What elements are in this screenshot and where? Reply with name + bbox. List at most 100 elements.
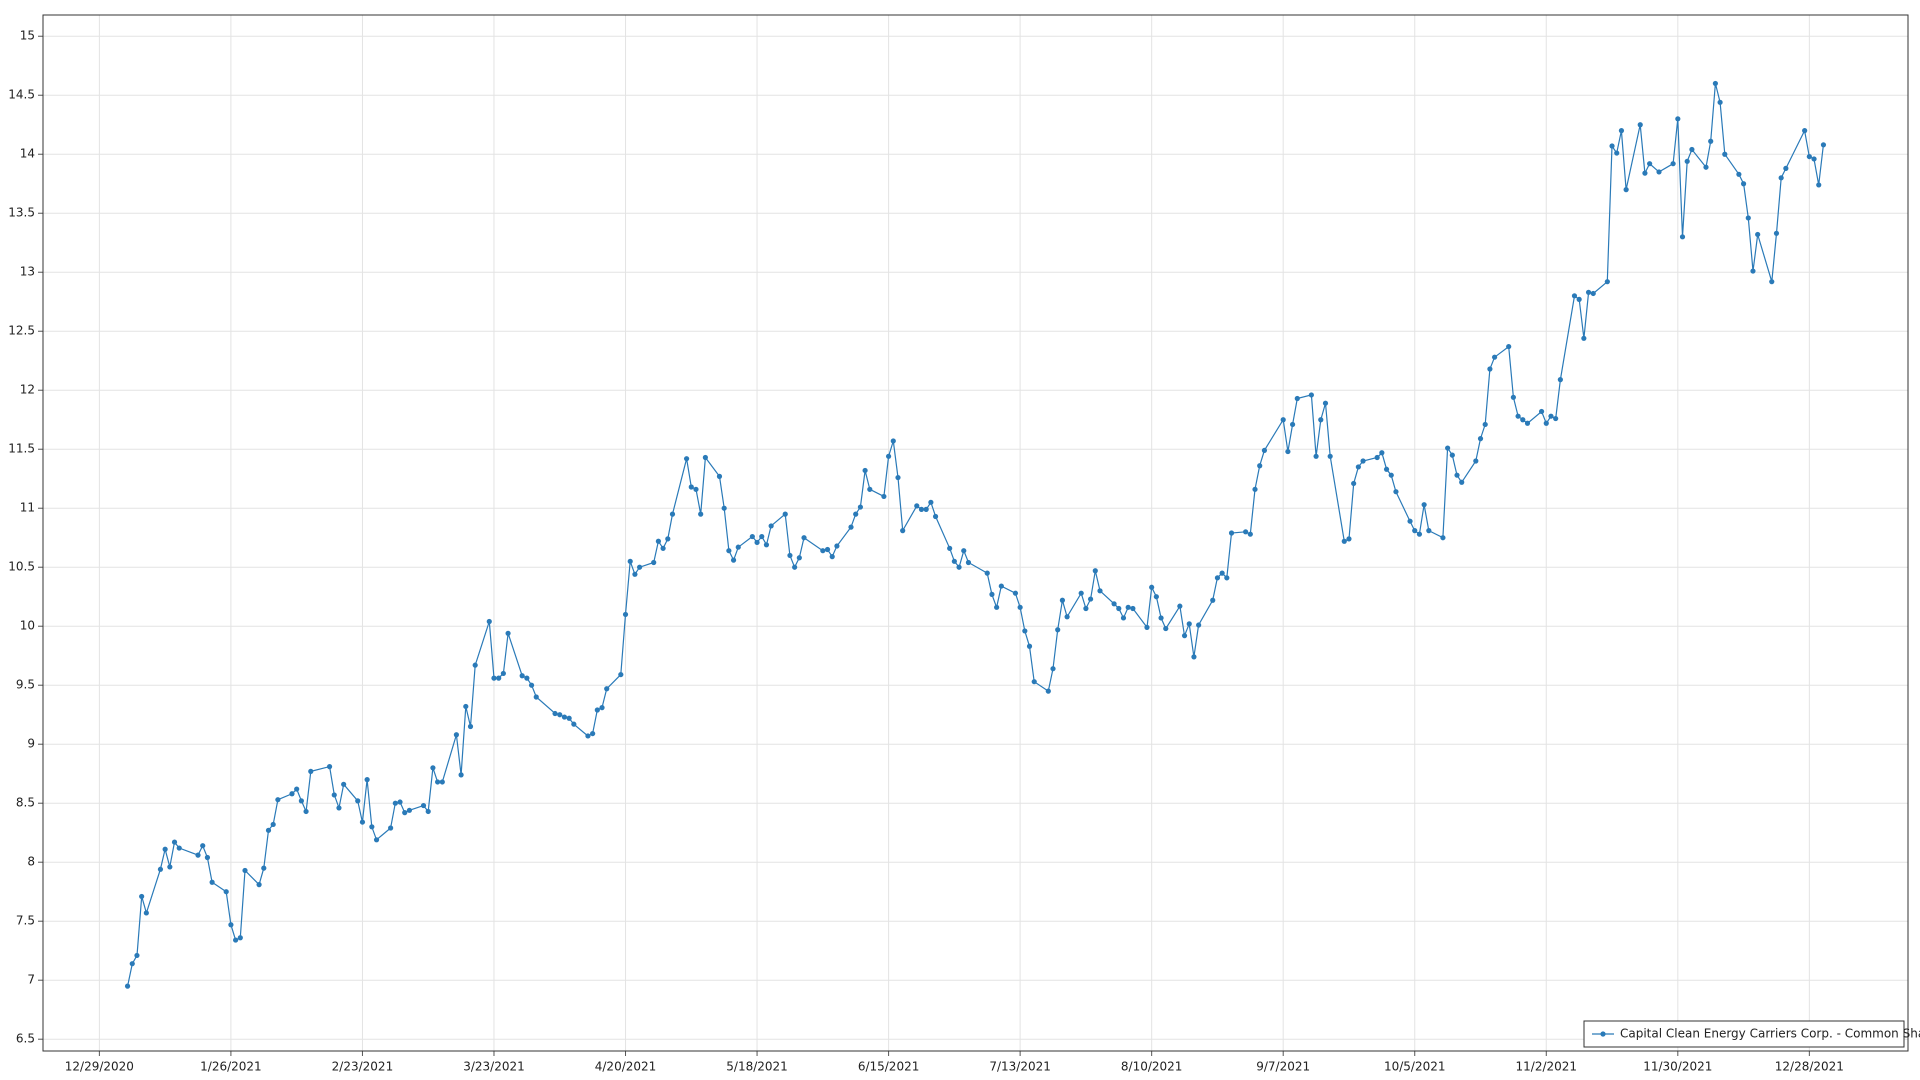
data-point — [1196, 622, 1202, 628]
data-point — [599, 705, 605, 711]
data-point — [829, 553, 835, 560]
data-point — [566, 715, 572, 721]
data-point — [1219, 570, 1225, 576]
y-tick-label: 13.5 — [8, 206, 35, 220]
data-point — [900, 528, 906, 534]
data-point — [994, 604, 1000, 610]
data-point — [1416, 531, 1423, 537]
data-point — [834, 543, 840, 549]
data-point — [392, 800, 398, 806]
data-point — [632, 571, 638, 577]
data-point — [1510, 394, 1516, 400]
data-point — [242, 867, 248, 874]
data-point — [359, 819, 366, 825]
data-point — [1571, 293, 1578, 299]
data-point — [561, 714, 568, 720]
data-point — [1811, 156, 1817, 162]
data-point — [167, 864, 173, 870]
data-point — [519, 673, 525, 679]
data-point — [265, 827, 272, 833]
data-point — [885, 453, 892, 459]
data-point — [1064, 614, 1070, 620]
data-point — [655, 538, 662, 544]
data-point — [1557, 377, 1563, 383]
data-point — [1426, 528, 1432, 534]
data-point — [1327, 453, 1333, 459]
data-point — [627, 558, 633, 564]
data-point — [1454, 472, 1460, 478]
legend-swatch — [1600, 1031, 1606, 1037]
data-point — [256, 882, 262, 888]
data-point — [1210, 597, 1216, 603]
data-point — [528, 682, 535, 688]
x-tick-label: 2/23/2021 — [332, 1060, 394, 1074]
data-point — [857, 504, 864, 510]
data-point — [1806, 153, 1812, 160]
data-point — [1802, 128, 1808, 134]
data-point — [1087, 596, 1094, 602]
x-tick-label: 5/18/2021 — [726, 1060, 788, 1074]
data-point — [1191, 654, 1197, 660]
data-point — [420, 802, 427, 809]
data-point — [622, 611, 629, 618]
data-point — [1778, 175, 1784, 181]
data-point — [1750, 268, 1756, 274]
data-point — [467, 723, 474, 730]
data-point — [195, 852, 201, 858]
data-point — [1412, 528, 1418, 534]
data-point — [1388, 472, 1394, 478]
data-point — [1407, 518, 1413, 524]
data-point — [237, 935, 243, 941]
data-point — [1092, 568, 1098, 574]
x-tick-label: 7/13/2021 — [989, 1060, 1051, 1074]
data-point — [782, 511, 788, 517]
data-point — [336, 805, 342, 811]
data-point — [143, 910, 149, 916]
x-tick-label: 11/2/2021 — [1516, 1060, 1578, 1074]
data-point — [341, 781, 347, 787]
data-point — [491, 675, 497, 681]
data-point — [1125, 604, 1131, 610]
data-point — [228, 922, 234, 928]
data-point — [1078, 590, 1084, 596]
data-point — [557, 712, 563, 718]
data-point — [965, 559, 972, 566]
data-point — [914, 503, 920, 509]
data-point — [698, 511, 704, 517]
data-point — [881, 493, 887, 500]
data-point — [1604, 279, 1610, 285]
data-point — [1163, 625, 1169, 632]
data-point — [702, 454, 708, 461]
data-point — [895, 474, 901, 481]
data-point — [171, 839, 178, 845]
data-point — [388, 825, 394, 831]
data-point — [721, 505, 727, 511]
data-point — [1820, 142, 1827, 148]
data-point — [637, 564, 643, 570]
data-point — [1553, 415, 1559, 422]
data-point — [1585, 289, 1592, 295]
data-point — [1322, 400, 1329, 406]
data-point — [500, 670, 506, 677]
data-point — [402, 810, 408, 816]
data-point — [1684, 158, 1690, 164]
data-point — [1745, 215, 1751, 221]
data-point — [1642, 170, 1648, 176]
data-point — [1341, 538, 1347, 544]
data-point — [768, 523, 774, 529]
data-point — [618, 671, 624, 678]
x-tick-label: 3/23/2021 — [463, 1060, 525, 1074]
data-point — [665, 536, 671, 542]
data-point — [453, 732, 460, 738]
y-tick-label: 14.5 — [8, 88, 35, 102]
data-point — [1449, 452, 1455, 458]
data-point — [1581, 335, 1587, 341]
data-point — [1055, 627, 1061, 633]
data-point — [1261, 447, 1268, 454]
data-point — [1158, 615, 1164, 621]
data-point — [792, 564, 798, 570]
data-point — [1712, 80, 1718, 87]
plot-frame — [42, 14, 1909, 1052]
data-point — [1280, 417, 1286, 423]
data-point — [1012, 590, 1019, 596]
